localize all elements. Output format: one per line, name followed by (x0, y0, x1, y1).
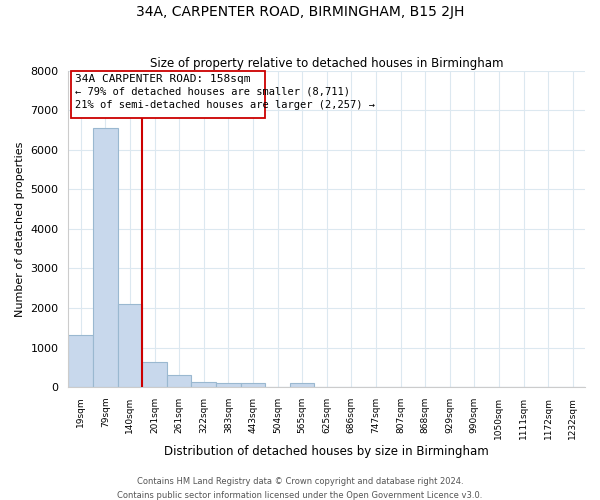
Text: ← 79% of detached houses are smaller (8,711): ← 79% of detached houses are smaller (8,… (74, 86, 350, 96)
Text: Contains HM Land Registry data © Crown copyright and database right 2024.
Contai: Contains HM Land Registry data © Crown c… (118, 478, 482, 500)
FancyBboxPatch shape (71, 70, 265, 118)
Y-axis label: Number of detached properties: Number of detached properties (15, 141, 25, 316)
Text: 34A, CARPENTER ROAD, BIRMINGHAM, B15 2JH: 34A, CARPENTER ROAD, BIRMINGHAM, B15 2JH (136, 5, 464, 19)
Bar (93, 128, 118, 387)
Bar (167, 375, 191, 387)
Bar (68, 335, 93, 387)
Bar (241, 383, 265, 387)
Text: 21% of semi-detached houses are larger (2,257) →: 21% of semi-detached houses are larger (… (74, 100, 374, 110)
Text: 34A CARPENTER ROAD: 158sqm: 34A CARPENTER ROAD: 158sqm (74, 74, 250, 85)
Title: Size of property relative to detached houses in Birmingham: Size of property relative to detached ho… (150, 56, 503, 70)
Bar (290, 383, 314, 387)
Bar (118, 304, 142, 387)
X-axis label: Distribution of detached houses by size in Birmingham: Distribution of detached houses by size … (164, 444, 489, 458)
Bar (216, 383, 241, 387)
Bar (142, 362, 167, 387)
Bar (191, 382, 216, 387)
